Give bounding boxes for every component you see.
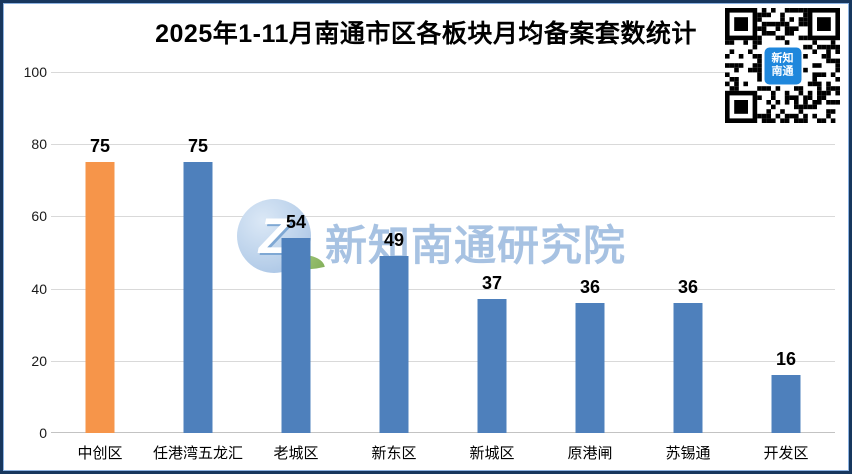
qr-center-text-line1: 新知 (771, 52, 794, 65)
watermark-text: 新知南通研究院 (325, 222, 627, 269)
bar-column: 54 (247, 72, 345, 433)
bar-value-label: 37 (481, 273, 503, 293)
bar (771, 375, 801, 433)
x-category-label: 任港湾五龙汇 (152, 445, 243, 462)
bar-value-label: 75 (89, 136, 111, 156)
y-tick-label: 60 (31, 208, 47, 225)
bars-container: 75 75 54 49 37 36 36 16 (51, 72, 835, 433)
bar-value-label: 36 (579, 277, 601, 297)
gridline (51, 289, 835, 290)
y-tick-label: 0 (39, 425, 47, 441)
bar-value-label: 75 (187, 136, 209, 156)
bar (673, 303, 703, 433)
y-tick-label: 100 (23, 64, 47, 80)
bar-column: 36 (639, 72, 737, 433)
qr-center-badge: 新知 南通 (764, 47, 801, 84)
x-category-label: 原港闸 (567, 445, 613, 462)
bar-column: 49 (345, 72, 443, 433)
bar-value-label: 36 (677, 277, 699, 297)
bar-column: 37 (443, 72, 541, 433)
x-axis-category-labels: 中创区 任港湾五龙汇 老城区 新东区 新城区 原港闸 苏锡通 开发区 (51, 442, 835, 463)
bar (281, 238, 311, 433)
bar-value-label: 54 (285, 212, 307, 232)
x-category-label: 开发区 (763, 445, 809, 462)
bar (379, 256, 409, 433)
gridline (51, 144, 835, 145)
qr-center-text-line2: 南通 (771, 65, 794, 78)
bar-column: 36 (541, 72, 639, 433)
y-tick-label: 20 (31, 352, 47, 369)
y-tick-label: 80 (31, 136, 47, 153)
watermark-logo-icon: Z (237, 199, 325, 277)
qr-code: 新知 南通 (725, 8, 840, 123)
bar (85, 162, 115, 433)
chart-title: 2025年1-11月南通市区各板块月均备案套数统计 (155, 20, 697, 48)
gridline (51, 361, 835, 362)
bar-value-label: 16 (775, 349, 797, 369)
bar-column: 75 (149, 72, 247, 433)
x-category-label: 新城区 (469, 445, 515, 462)
bar-value-label: 49 (383, 230, 405, 250)
bar-column: 16 (737, 72, 835, 433)
x-category-label: 苏锡通 (665, 445, 711, 462)
x-category-label: 中创区 (77, 445, 123, 462)
x-category-label: 老城区 (273, 445, 319, 462)
bar-column: 75 (51, 72, 149, 433)
watermark: Z 新知南通研究院 (237, 199, 627, 277)
y-axis-tick-labels: 0 20 40 60 80 100 (9, 64, 47, 441)
x-category-label: 新东区 (371, 445, 417, 462)
bar (477, 299, 507, 433)
x-axis-line (51, 432, 835, 433)
gridline (51, 216, 835, 217)
bar (183, 162, 213, 433)
gridline (51, 72, 835, 73)
bar (575, 303, 605, 433)
y-tick-label: 40 (31, 280, 47, 297)
plot-area (51, 72, 835, 433)
